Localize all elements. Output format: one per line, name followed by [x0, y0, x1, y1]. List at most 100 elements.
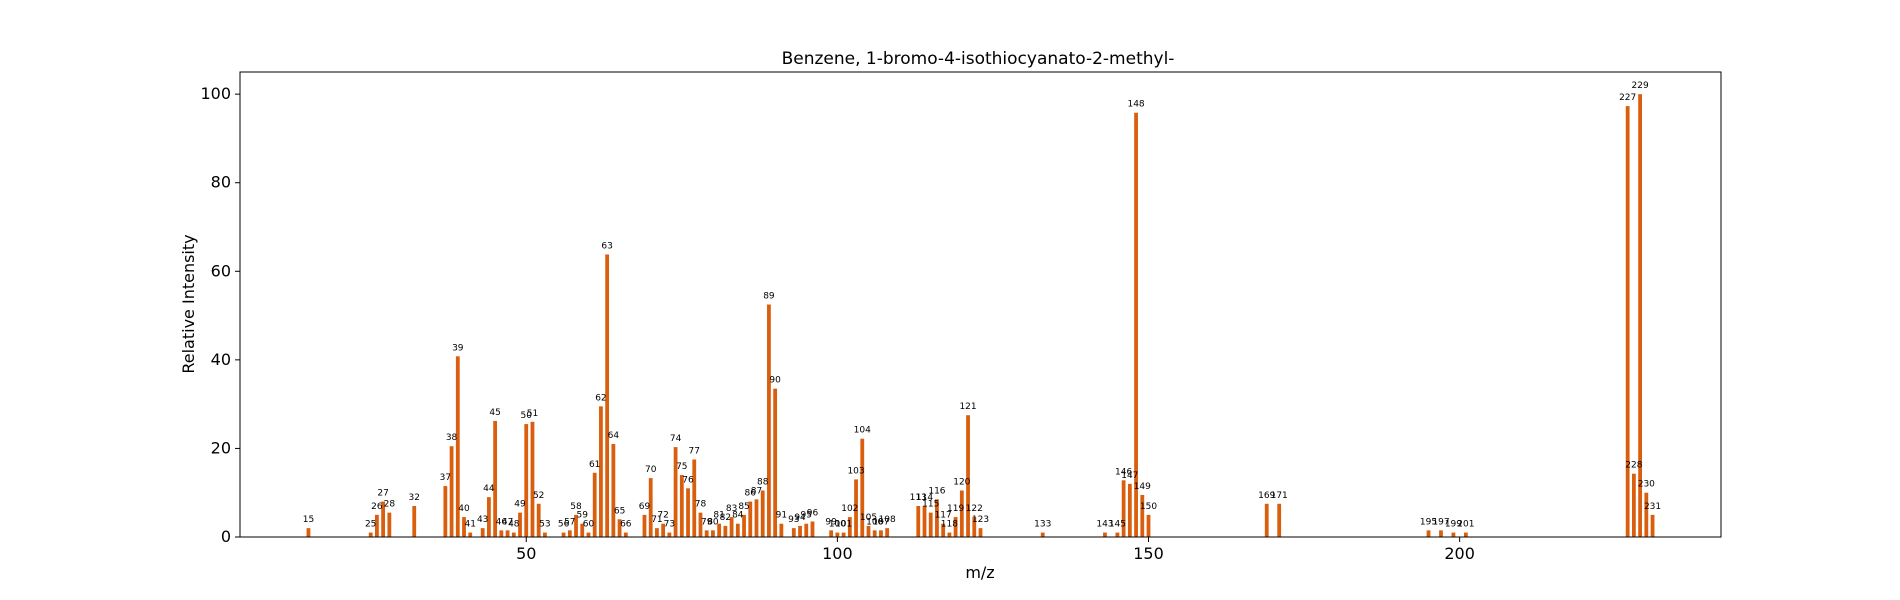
- peak-bar-229: [1638, 94, 1643, 537]
- peak-bar-197: [1439, 530, 1443, 537]
- peak-label-121: 121: [959, 402, 976, 412]
- peak-bar-96: [810, 521, 815, 537]
- peak-bar-121: [966, 415, 970, 537]
- peak-label-46: 46: [496, 517, 508, 527]
- peak-label-70: 70: [645, 465, 657, 475]
- peak-bar-84: [735, 523, 740, 537]
- peak-bar-71: [655, 528, 659, 537]
- peak-bar-146: [1121, 480, 1126, 537]
- peak-bar-82: [723, 525, 728, 537]
- x-axis-label: m/z: [965, 563, 994, 582]
- peak-label-41: 41: [465, 520, 476, 530]
- peak-label-104: 104: [854, 426, 871, 436]
- peak-label-169: 169: [1258, 491, 1275, 501]
- peak-bar-106: [872, 530, 877, 537]
- peak-label-51: 51: [527, 409, 538, 419]
- peak-label-103: 103: [847, 466, 864, 476]
- peak-bar-70: [648, 478, 653, 537]
- peak-label-57: 57: [564, 517, 575, 527]
- peak-bar-228: [1631, 473, 1636, 537]
- y-tick-label: 40: [211, 350, 231, 369]
- peak-label-75: 75: [676, 462, 687, 472]
- peak-label-39: 39: [452, 343, 464, 353]
- peak-label-87: 87: [751, 486, 762, 496]
- peak-bar-88: [760, 490, 765, 537]
- y-tick-label: 100: [200, 84, 231, 103]
- peak-bar-62: [599, 406, 603, 537]
- peak-bar-15: [306, 528, 311, 537]
- peak-bar-27: [381, 501, 386, 537]
- peak-bar-116: [935, 499, 939, 537]
- peak-label-230: 230: [1638, 480, 1655, 490]
- peak-bar-80: [711, 530, 715, 537]
- peak-label-143: 143: [1096, 520, 1113, 530]
- peak-label-119: 119: [947, 504, 964, 514]
- x-tick-label: 50: [516, 544, 536, 563]
- peak-label-38: 38: [446, 433, 458, 443]
- peak-label-146: 146: [1115, 467, 1132, 477]
- peak-bar-73: [667, 532, 672, 537]
- peak-label-123: 123: [972, 515, 989, 525]
- y-axis-ticks: 0 20 40 60 80 100: [200, 84, 240, 546]
- peak-label-65: 65: [614, 506, 625, 516]
- x-tick-label: 200: [1444, 544, 1475, 563]
- peak-bar-102: [847, 517, 852, 537]
- peak-label-85: 85: [738, 502, 749, 512]
- peak-label-49: 49: [514, 500, 526, 510]
- peak-label-25: 25: [365, 520, 376, 530]
- peak-bar-199: [1451, 532, 1456, 537]
- y-axis-label: Relative Intensity: [179, 234, 198, 373]
- peak-label-106: 106: [866, 517, 883, 527]
- peak-label-105: 105: [860, 513, 877, 523]
- peak-label-197: 197: [1432, 517, 1449, 527]
- peak-label-79: 79: [701, 517, 713, 527]
- peak-bar-40: [462, 517, 466, 537]
- peak-bar-78: [698, 512, 703, 537]
- peak-label-229: 229: [1632, 81, 1649, 91]
- peak-bar-44: [487, 497, 491, 537]
- peak-bar-230: [1644, 492, 1649, 537]
- peak-bar-100: [835, 532, 840, 537]
- peak-bar-61: [592, 472, 597, 537]
- peak-label-47: 47: [502, 517, 513, 527]
- peak-bar-150: [1146, 514, 1151, 537]
- peak-bar-49: [518, 512, 522, 537]
- peak-bar-66: [623, 532, 628, 537]
- peak-bar-48: [511, 532, 516, 537]
- peak-bar-169: [1264, 503, 1269, 537]
- peak-bar-120: [959, 490, 964, 537]
- peak-bar-99: [829, 530, 834, 537]
- peak-label-94: 94: [794, 513, 806, 523]
- peak-bars: [306, 94, 1655, 538]
- peak-bar-46: [499, 530, 504, 537]
- peak-label-228: 228: [1625, 461, 1642, 471]
- peak-label-28: 28: [384, 500, 396, 510]
- peak-bar-103: [854, 479, 858, 537]
- peak-bar-145: [1115, 532, 1120, 537]
- chart-title: Benzene, 1-bromo-4-isothiocyanato-2-meth…: [782, 49, 1175, 69]
- peak-label-43: 43: [477, 515, 488, 525]
- peak-bar-83: [729, 517, 734, 537]
- peak-label-93: 93: [788, 515, 799, 525]
- peak-label-99: 99: [825, 517, 837, 527]
- peak-bar-105: [866, 525, 871, 537]
- peak-label-201: 201: [1457, 520, 1474, 530]
- peak-bar-104: [860, 438, 865, 537]
- peak-label-150: 150: [1140, 502, 1157, 512]
- peak-label-102: 102: [841, 504, 858, 514]
- peak-bar-201: [1463, 532, 1468, 537]
- peak-bar-117: [941, 523, 946, 537]
- peak-label-96: 96: [807, 509, 819, 519]
- plot-area-frame: [239, 71, 1722, 538]
- peak-bar-107: [879, 530, 883, 537]
- peak-bar-171: [1277, 503, 1282, 537]
- peak-bar-231: [1650, 514, 1655, 537]
- peak-bar-118: [947, 532, 952, 537]
- peak-label-52: 52: [533, 491, 544, 501]
- peak-bar-74: [673, 447, 678, 537]
- peak-label-32: 32: [409, 493, 420, 503]
- peak-bar-149: [1140, 494, 1145, 537]
- peak-label-63: 63: [601, 241, 612, 251]
